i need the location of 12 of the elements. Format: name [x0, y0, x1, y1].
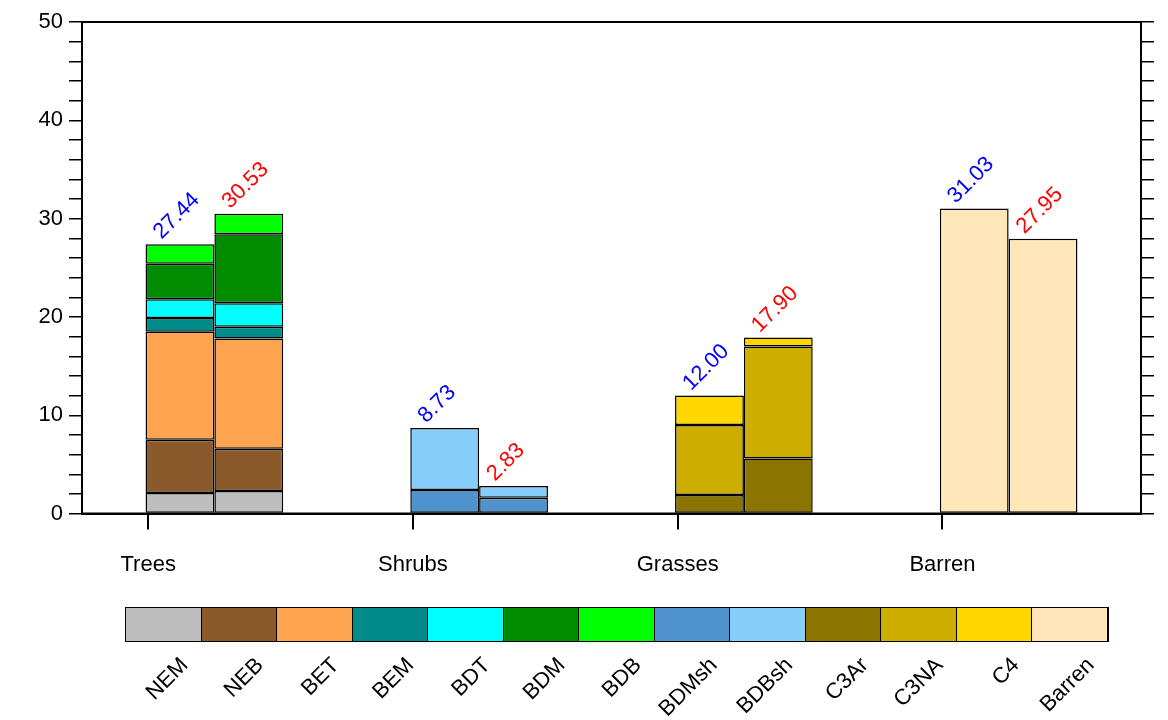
x-tick-label: Shrubs: [378, 550, 448, 576]
y-tick-label: 20: [38, 303, 63, 329]
x-tick-label: Barren: [909, 550, 976, 576]
legend-label: C4: [985, 652, 1025, 691]
y-tick-label: 50: [38, 8, 63, 34]
x-tick-label: Grasses: [636, 550, 719, 576]
y-tick-label: 30: [38, 204, 63, 230]
y-tick-label: 10: [38, 401, 63, 427]
x-tick-label: Trees: [120, 550, 176, 576]
y-tick-label: 40: [38, 106, 63, 132]
total-label: 8.73: [412, 379, 461, 428]
y-tick-label: 0: [50, 499, 63, 525]
